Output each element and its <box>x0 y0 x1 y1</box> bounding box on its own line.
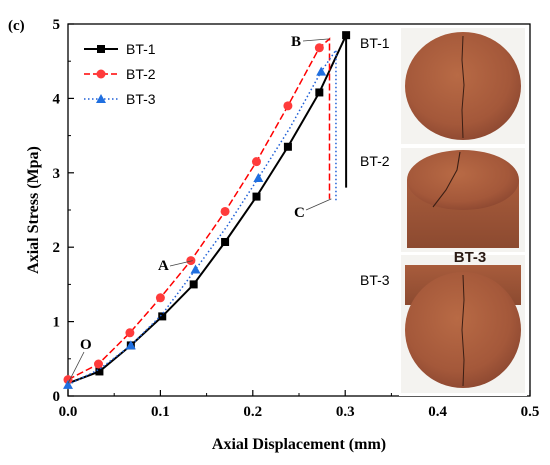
x-tick-label: 0.5 <box>521 404 540 420</box>
data-point <box>314 43 324 53</box>
legend-item-bt1: BT-1 <box>84 41 156 57</box>
legend: BT-1 BT-2 BT-3 <box>84 41 156 107</box>
data-point <box>93 359 103 369</box>
sample-marking: BT-3 <box>454 249 487 266</box>
photo-inset: BT-3 BT-1 BT-2 BT-3 <box>360 27 527 396</box>
y-tick-label: 2 <box>53 240 61 256</box>
data-point <box>220 206 230 216</box>
data-point <box>63 379 73 389</box>
annotation-leader <box>305 198 332 211</box>
data-point <box>155 293 165 303</box>
photo-label-bt3: BT-3 <box>360 272 390 288</box>
y-tick-label: 4 <box>53 91 61 107</box>
y-tick-label: 5 <box>53 17 61 33</box>
data-point <box>253 173 264 183</box>
annotation-label-a: A <box>158 258 169 274</box>
legend-item-bt2: BT-2 <box>84 66 156 82</box>
y-tick-label: 3 <box>53 166 61 182</box>
data-point <box>316 66 327 76</box>
svg-text:BT-1: BT-1 <box>126 41 156 57</box>
annotation-leader <box>302 38 330 42</box>
photo-bt3: BT-3 <box>401 249 525 393</box>
data-point <box>342 31 351 40</box>
data-point <box>252 192 261 201</box>
series-line-bt-3 <box>67 47 337 386</box>
annotation-label-o: O <box>80 337 92 353</box>
series-line-bt-2 <box>67 37 331 381</box>
photo-label-bt1: BT-1 <box>360 35 390 51</box>
x-tick-label: 0.1 <box>151 404 170 420</box>
data-point <box>189 280 198 289</box>
data-point <box>63 375 73 385</box>
data-point <box>158 312 167 321</box>
data-point <box>315 88 324 97</box>
svg-text:BT-3: BT-3 <box>126 91 156 107</box>
data-point <box>125 340 136 350</box>
x-axis-title: Axial Displacement (mm) <box>212 436 386 453</box>
photo-bt1 <box>401 28 525 144</box>
data-point <box>186 256 196 266</box>
annotation-layer: O A B C <box>67 34 332 384</box>
data-point <box>283 101 293 111</box>
photo-bt2 <box>401 148 525 252</box>
series-layer <box>63 31 351 389</box>
axis-ticks: 0.0 0.1 0.2 0.3 0.4 0.5 0 1 2 3 4 5 <box>53 17 540 420</box>
data-point <box>251 157 261 167</box>
svg-text:BT-2: BT-2 <box>126 66 156 82</box>
data-point <box>95 367 104 376</box>
x-tick-label: 0.2 <box>243 404 262 420</box>
panel-label: (c) <box>8 18 25 34</box>
annotation-leader <box>169 260 193 267</box>
x-tick-label: 0.0 <box>59 404 78 420</box>
data-point <box>283 142 292 151</box>
data-point <box>190 264 201 274</box>
legend-item-bt3: BT-3 <box>84 91 156 107</box>
y-tick-label: 1 <box>53 315 61 331</box>
x-tick-label: 0.4 <box>428 404 447 420</box>
x-tick-label: 0.3 <box>336 404 355 420</box>
y-axis-title: Axial Stress (Mpa) <box>25 146 42 274</box>
annotation-label-c: C <box>294 205 305 221</box>
data-point <box>125 328 135 338</box>
annotation-label-b: B <box>291 34 301 50</box>
photo-label-bt2: BT-2 <box>360 153 390 169</box>
y-tick-label: 0 <box>53 389 61 405</box>
data-point <box>221 237 230 246</box>
annotation-leader <box>67 351 85 384</box>
